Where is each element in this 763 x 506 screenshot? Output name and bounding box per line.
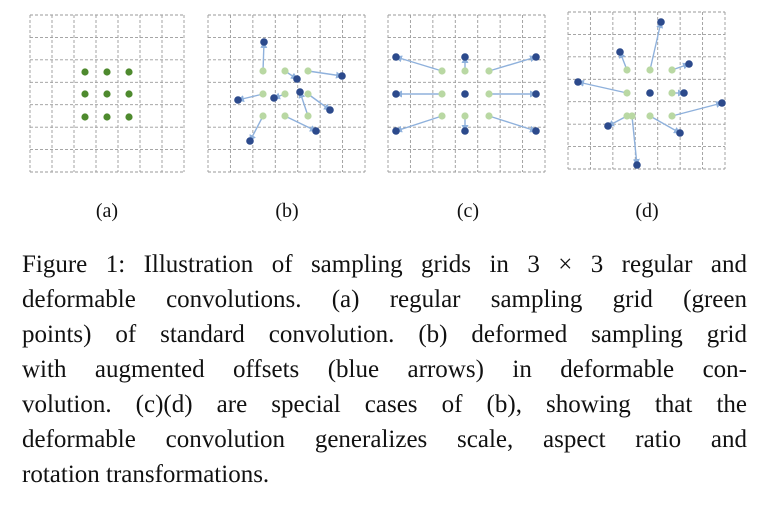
regular-sampling-point-faded (438, 112, 446, 120)
regular-sampling-point-faded (646, 66, 654, 74)
grid-panel-a (29, 14, 185, 173)
offset-arrow (260, 41, 268, 72)
deformed-sampling-point (270, 94, 278, 102)
offset-arrow (249, 115, 264, 142)
regular-sampling-point-faded (281, 112, 289, 120)
caption-line: volution. (c)(d) are special cases of (b… (22, 391, 747, 418)
grid-panel-c (387, 14, 546, 173)
deformed-sampling-point (338, 72, 346, 80)
offset-arrow (649, 21, 664, 71)
regular-sampling-point-faded (281, 67, 289, 75)
regular-sampling-point-faded (461, 112, 469, 120)
panel-label-b: (b) (275, 200, 299, 222)
regular-sampling-point (125, 90, 133, 98)
figure: (a) (b) (c) (d) (0, 0, 763, 230)
caption-line: points) of standard convolution. (b) def… (22, 321, 747, 348)
deformed-sampling-point (461, 53, 469, 61)
caption-line: deformable convolution generalizes scale… (22, 426, 747, 453)
deformed-sampling-point (657, 18, 665, 26)
regular-sampling-point-faded (623, 112, 631, 120)
deformed-sampling-point (392, 127, 400, 135)
panel-label-d: (d) (635, 200, 659, 222)
offset-arrow (298, 91, 309, 117)
deformed-sampling-point (532, 53, 540, 61)
grid-panel-d (567, 11, 726, 170)
deformed-sampling-point (718, 99, 726, 107)
deformed-sampling-point (633, 161, 641, 169)
regular-sampling-point-faded (623, 66, 631, 74)
regular-sampling-point-faded (438, 67, 446, 75)
deformed-sampling-point (326, 106, 334, 114)
deformed-sampling-point (461, 90, 469, 98)
deformed-sampling-point (680, 89, 688, 97)
deformed-sampling-point (574, 78, 582, 86)
regular-sampling-point-faded (668, 112, 676, 120)
regular-sampling-point-faded (628, 112, 636, 120)
regular-sampling-point (81, 113, 89, 121)
regular-sampling-point-faded (623, 89, 631, 97)
offset-arrow (488, 55, 537, 72)
regular-sampling-point-faded (668, 89, 676, 97)
regular-sampling-point-faded (304, 90, 312, 98)
regular-sampling-point-faded (485, 90, 493, 98)
offset-arrow (307, 93, 331, 111)
deformed-sampling-point (616, 48, 624, 56)
offset-arrow (395, 115, 443, 133)
offset-arrow (577, 79, 628, 94)
regular-sampling-point-faded (304, 112, 312, 120)
caption-line: rotation transformations. (22, 461, 270, 488)
caption-line: Figure 1: Illustration of sampling grids… (22, 251, 747, 278)
regular-sampling-point (103, 68, 111, 76)
regular-sampling-point-faded (668, 66, 676, 74)
deformed-sampling-point (293, 75, 301, 83)
deformed-sampling-point (604, 122, 612, 130)
deformed-sampling-point (532, 90, 540, 98)
offset-arrow (284, 115, 317, 132)
deformed-sampling-point (392, 53, 400, 61)
offset-arrow (631, 115, 640, 166)
deformed-sampling-point (312, 127, 320, 135)
regular-sampling-point (81, 90, 89, 98)
regular-sampling-point-faded (485, 67, 493, 75)
regular-sampling-point (125, 113, 133, 121)
deformed-sampling-point (296, 88, 304, 96)
regular-sampling-point (81, 68, 89, 76)
deformed-sampling-point (260, 38, 268, 46)
regular-sampling-point-faded (438, 90, 446, 98)
deformed-sampling-point (676, 129, 684, 137)
caption-line: deformable convolutions. (a) regular sam… (22, 286, 747, 313)
deformed-sampling-point (685, 60, 693, 68)
deformed-sampling-point (246, 137, 254, 145)
deformed-sampling-point (234, 96, 242, 104)
deformed-sampling-point (532, 127, 540, 135)
offset-arrow (671, 101, 723, 117)
deformed-sampling-point (461, 127, 469, 135)
regular-sampling-point-faded (461, 67, 469, 75)
regular-sampling-point-faded (281, 90, 289, 98)
regular-sampling-point (103, 90, 111, 98)
caption-line: with augmented offsets (blue arrows) in … (22, 356, 747, 383)
regular-sampling-point-faded (259, 67, 267, 75)
regular-sampling-point-faded (304, 67, 312, 75)
offset-arrow (395, 55, 443, 72)
deformed-sampling-point (392, 90, 400, 98)
figure-graphic (29, 11, 726, 173)
deformed-sampling-point (646, 89, 654, 97)
regular-sampling-point (103, 113, 111, 121)
regular-sampling-point (125, 68, 133, 76)
regular-sampling-point-faded (259, 112, 267, 120)
regular-sampling-point-faded (259, 90, 267, 98)
offset-arrow (488, 115, 537, 133)
panel-label-a: (a) (95, 200, 119, 222)
figure-caption: Figure 1: Illustration of sampling grids… (22, 247, 747, 492)
regular-sampling-point-faded (485, 112, 493, 120)
regular-sampling-point-faded (646, 112, 654, 120)
offset-arrow (237, 93, 264, 103)
grid-panel-b (207, 14, 366, 173)
offset-arrow (307, 70, 343, 79)
offset-arrow (649, 115, 681, 134)
panel-label-c: (c) (456, 200, 480, 222)
